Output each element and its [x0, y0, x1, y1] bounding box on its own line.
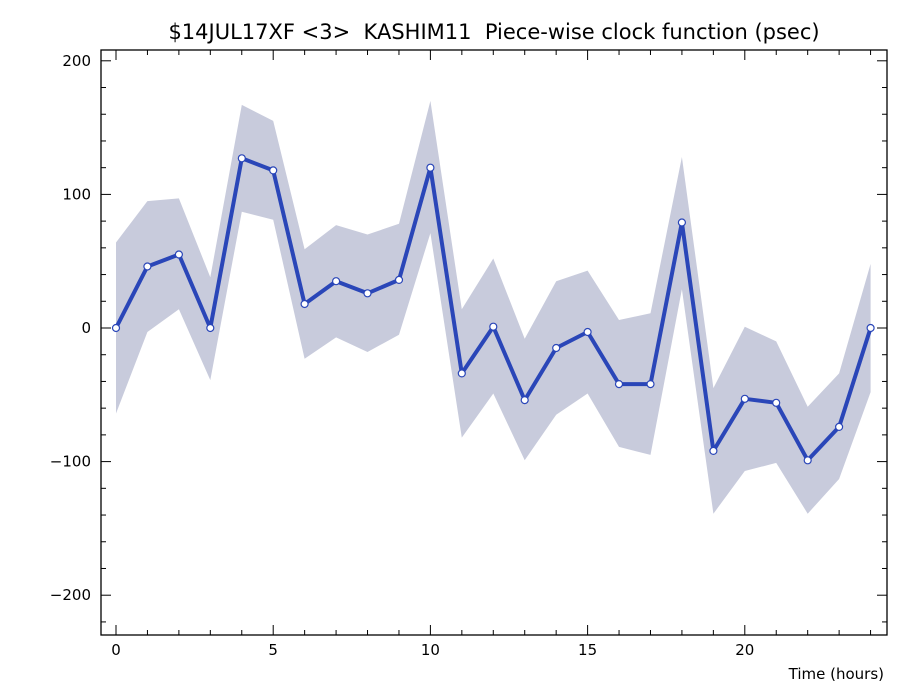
data-point	[269, 166, 278, 175]
data-point	[677, 218, 687, 227]
data-point	[206, 323, 215, 333]
x-tick-label: 0	[111, 641, 121, 659]
x-tick-label: 15	[578, 641, 597, 659]
data-point	[174, 250, 183, 259]
data-point	[489, 322, 498, 331]
y-tick-label: −200	[50, 586, 91, 604]
axes	[100, 49, 888, 636]
error-band-layer	[116, 100, 871, 514]
y-tick-label: 0	[81, 319, 91, 337]
data-point	[332, 277, 341, 286]
data-point	[646, 380, 655, 389]
data-point	[614, 380, 624, 389]
data-point	[363, 289, 372, 298]
data-point	[866, 323, 875, 333]
tick-labels: 0 5 10 15 20 200 100 0 −100 −200	[50, 52, 755, 659]
y-tick-label: 100	[62, 185, 91, 203]
chart-title: $14JUL17XF <3> KASHIM11 Piece-wise clock…	[168, 20, 819, 44]
x-axis-label: Time (hours)	[788, 665, 884, 683]
data-point	[300, 299, 309, 309]
data-point	[237, 154, 246, 163]
data-point	[457, 369, 466, 378]
data-point	[520, 396, 529, 405]
data-point	[552, 343, 561, 353]
data-point	[709, 446, 718, 455]
data-point	[583, 327, 592, 337]
data-point	[834, 422, 844, 431]
x-tick-label: 20	[735, 641, 754, 659]
data-point	[772, 398, 781, 407]
data-point	[111, 323, 121, 333]
data-point	[740, 394, 749, 403]
plot-frame	[100, 49, 888, 636]
data-point	[803, 456, 812, 465]
x-tick-label: 10	[421, 641, 440, 659]
y-tick-label: 200	[62, 52, 91, 70]
data-point	[426, 163, 435, 172]
x-tick-label: 5	[268, 641, 278, 659]
error-band	[116, 100, 871, 514]
data-point-layer	[111, 154, 875, 465]
y-tick-label: −100	[50, 453, 91, 471]
data-point	[394, 275, 404, 284]
data-point	[143, 262, 152, 271]
